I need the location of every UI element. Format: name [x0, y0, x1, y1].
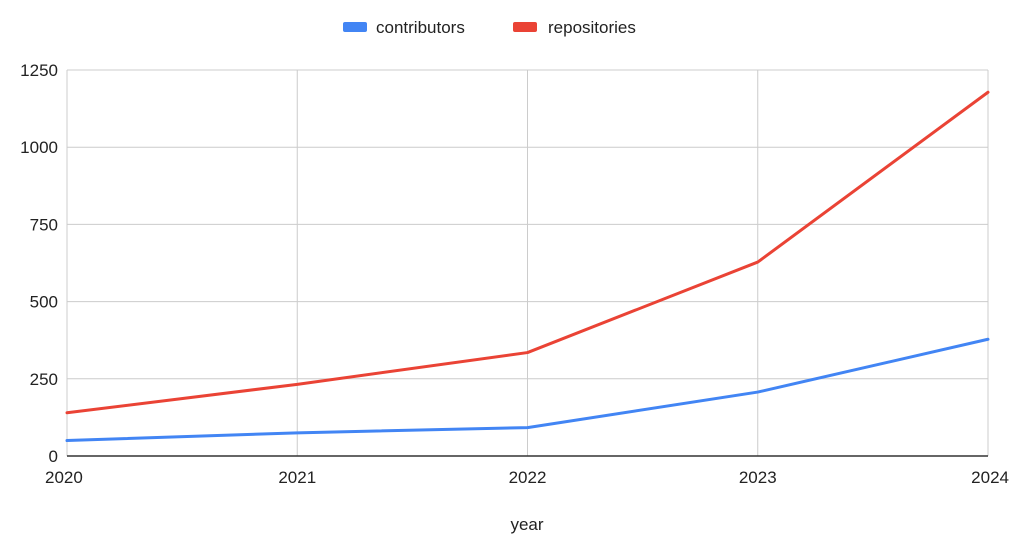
x-tick-label: 2022	[509, 468, 547, 487]
series-line-repositories	[65, 90, 990, 415]
series-lines	[65, 90, 990, 443]
x-tick-label: 2024	[971, 468, 1009, 487]
grid	[66, 69, 989, 457]
y-tick-label: 750	[30, 215, 58, 234]
x-axis-tick-labels: 2020 2021 2022 2023 2024	[45, 468, 1009, 487]
legend-swatch-contributors	[343, 22, 367, 32]
x-tick-label: 2021	[278, 468, 316, 487]
y-tick-label: 1250	[20, 61, 58, 80]
legend: contributors repositories	[343, 18, 636, 37]
x-tick-label: 2020	[45, 468, 83, 487]
y-axis-tick-labels: 0 250 500 750 1000 1250	[20, 61, 58, 466]
x-axis-title: year	[510, 515, 543, 534]
legend-swatch-repositories	[513, 22, 537, 32]
y-tick-label: 500	[30, 293, 58, 312]
legend-label-contributors: contributors	[376, 18, 465, 37]
y-tick-label: 0	[49, 447, 58, 466]
x-tick-label: 2023	[739, 468, 777, 487]
y-tick-label: 250	[30, 370, 58, 389]
y-tick-label: 1000	[20, 138, 58, 157]
series-line-contributors	[65, 337, 990, 443]
legend-label-repositories: repositories	[548, 18, 636, 37]
